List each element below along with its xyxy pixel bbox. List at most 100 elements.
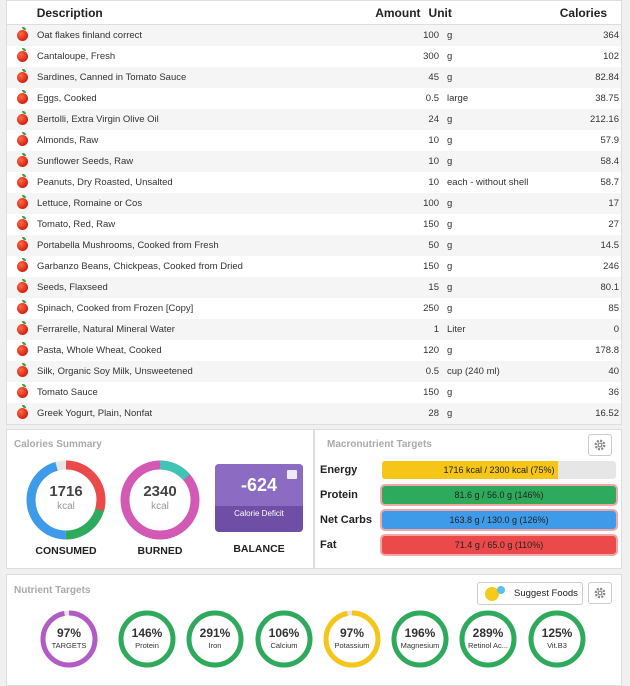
food-amount[interactable]: 150 (423, 387, 439, 398)
table-row[interactable]: Eggs, Cooked 0.5 large 38.75 (7, 88, 621, 109)
food-unit[interactable]: g (447, 408, 453, 419)
food-description[interactable]: Silk, Organic Soy Milk, Unsweetened (37, 366, 193, 377)
burned-label: BURNED (137, 545, 183, 557)
table-row[interactable]: Cantaloupe, Fresh 300 g 102 (7, 46, 621, 67)
table-row[interactable]: Oat flakes finland correct 100 g 364 (7, 25, 621, 46)
food-unit[interactable]: g (447, 30, 453, 41)
food-description[interactable]: Tomato Sauce (37, 387, 98, 398)
food-description[interactable]: Greek Yogurt, Plain, Nonfat (37, 408, 153, 419)
food-description[interactable]: Sardines, Canned in Tomato Sauce (37, 72, 187, 83)
table-row[interactable]: Spinach, Cooked from Frozen [Copy] 250 g 85 (7, 298, 621, 319)
food-unit[interactable]: g (447, 282, 453, 293)
nutrient-ring-iron[interactable]: 291% Iron (185, 609, 245, 669)
food-amount[interactable]: 0.5 (425, 366, 439, 377)
balance-card[interactable]: -624 Calorie Deficit (215, 464, 303, 532)
table-row[interactable]: Almonds, Raw 10 g 57.9 (7, 130, 621, 151)
food-amount[interactable]: 50 (428, 240, 439, 251)
table-row[interactable]: Bertolli, Extra Virgin Olive Oil 24 g 212.1… (7, 109, 621, 130)
food-icon-cell (7, 384, 37, 398)
table-row[interactable]: Tomato Sauce 150 g 36 (7, 382, 621, 403)
apple-icon (16, 237, 28, 251)
food-description[interactable]: Pasta, Whole Wheat, Cooked (37, 345, 162, 356)
food-amount[interactable]: 10 (428, 177, 439, 188)
food-amount[interactable]: 100 (423, 198, 439, 209)
food-amount[interactable]: 10 (428, 135, 439, 146)
food-unit[interactable]: g (447, 135, 453, 146)
food-amount[interactable]: 100 (423, 30, 439, 41)
food-description[interactable]: Cantaloupe, Fresh (37, 51, 116, 62)
food-unit[interactable]: cup (240 ml) (447, 366, 500, 377)
food-description[interactable]: Eggs, Cooked (37, 93, 97, 104)
food-description[interactable]: Ferrarelle, Natural Mineral Water (37, 324, 175, 335)
food-icon-cell (7, 111, 37, 125)
food-unit[interactable]: g (447, 72, 453, 83)
food-unit[interactable]: g (447, 345, 453, 356)
nutrient-ring-vit-b3[interactable]: 125% Vit.B3 (527, 609, 587, 669)
food-unit[interactable]: g (447, 261, 453, 272)
food-unit[interactable]: each - without shell (447, 177, 529, 188)
nutrient-ring-retinol-ac[interactable]: 289% Retinol Ac... (458, 609, 518, 669)
table-row[interactable]: Peanuts, Dry Roasted, Unsalted 10 each - w… (7, 172, 621, 193)
table-row[interactable]: Lettuce, Romaine or Cos 100 g 17 (7, 193, 621, 214)
food-amount[interactable]: 300 (423, 51, 439, 62)
food-amount[interactable]: 10 (428, 156, 439, 167)
header-unit[interactable]: Unit (428, 5, 452, 20)
food-icon-cell (7, 237, 37, 251)
food-amount[interactable]: 120 (423, 345, 439, 356)
nutrient-ring-calcium[interactable]: 106% Calcium (254, 609, 314, 669)
nutrient-ring-targets[interactable]: 97% TARGETS (39, 609, 99, 669)
table-row[interactable]: Pasta, Whole Wheat, Cooked 120 g 178.8 (7, 340, 621, 361)
food-calories: 0 (613, 324, 619, 335)
table-row[interactable]: Sunflower Seeds, Raw 10 g 58.4 (7, 151, 621, 172)
food-amount[interactable]: 250 (423, 303, 439, 314)
nutrient-ring-potassium[interactable]: 97% Potassium (322, 609, 382, 669)
food-unit[interactable]: g (447, 303, 453, 314)
food-description[interactable]: Almonds, Raw (37, 135, 99, 146)
header-description[interactable]: Description (36, 5, 103, 20)
food-description[interactable]: Seeds, Flaxseed (37, 282, 108, 293)
food-amount[interactable]: 150 (423, 261, 439, 272)
nutrient-ring-magnesium[interactable]: 196% Magnesium (390, 609, 450, 669)
table-row[interactable]: Seeds, Flaxseed 15 g 80.1 (7, 277, 621, 298)
food-unit[interactable]: g (447, 240, 453, 251)
table-row[interactable]: Sardines, Canned in Tomato Sauce 45 g 82.84 (7, 67, 621, 88)
food-description[interactable]: Bertolli, Extra Virgin Olive Oil (37, 114, 159, 125)
food-icon-cell (7, 321, 37, 335)
food-amount[interactable]: 1 (433, 324, 439, 335)
header-amount[interactable]: Amount (375, 5, 421, 20)
food-amount[interactable]: 15 (428, 282, 439, 293)
nutrient-settings-button[interactable] (588, 582, 612, 604)
table-row[interactable]: Ferrarelle, Natural Mineral Water 1 Liter 0 (7, 319, 621, 340)
food-description[interactable]: Sunflower Seeds, Raw (37, 156, 134, 167)
food-description[interactable]: Tomato, Red, Raw (37, 219, 116, 230)
food-description[interactable]: Oat flakes finland correct (37, 30, 143, 41)
food-amount[interactable]: 24 (428, 114, 439, 125)
food-unit[interactable]: g (447, 219, 453, 230)
food-description[interactable]: Spinach, Cooked from Frozen [Copy] (37, 303, 194, 314)
nutrient-ring-protein[interactable]: 146% Protein (117, 609, 177, 669)
table-row[interactable]: Silk, Organic Soy Milk, Unsweetened 0.5 cu… (7, 361, 621, 382)
header-calories[interactable]: Calories (559, 5, 608, 20)
food-description[interactable]: Peanuts, Dry Roasted, Unsalted (37, 177, 173, 188)
food-unit[interactable]: large (447, 93, 469, 104)
food-unit[interactable]: g (447, 51, 453, 62)
food-unit[interactable]: g (447, 198, 453, 209)
suggest-foods-button[interactable]: Suggest Foods (477, 582, 583, 605)
food-description[interactable]: Lettuce, Romaine or Cos (37, 198, 143, 209)
macro-settings-button[interactable] (588, 434, 612, 456)
table-row[interactable]: Greek Yogurt, Plain, Nonfat 28 g 16.52 (7, 403, 621, 424)
food-amount[interactable]: 0.5 (425, 93, 439, 104)
table-row[interactable]: Portabella Mushrooms, Cooked from Fresh 5… (7, 235, 621, 256)
food-unit[interactable]: Liter (447, 324, 466, 335)
food-unit[interactable]: g (447, 156, 453, 167)
food-description[interactable]: Garbanzo Beans, Chickpeas, Cooked from D… (37, 261, 243, 272)
table-row[interactable]: Garbanzo Beans, Chickpeas, Cooked from D… (7, 256, 621, 277)
food-amount[interactable]: 28 (428, 408, 439, 419)
food-amount[interactable]: 45 (428, 72, 439, 83)
food-unit[interactable]: g (447, 114, 453, 125)
food-amount[interactable]: 150 (423, 219, 439, 230)
apple-icon (16, 321, 28, 335)
table-row[interactable]: Tomato, Red, Raw 150 g 27 (7, 214, 621, 235)
food-description[interactable]: Portabella Mushrooms, Cooked from Fresh (37, 240, 219, 251)
food-unit[interactable]: g (447, 387, 453, 398)
